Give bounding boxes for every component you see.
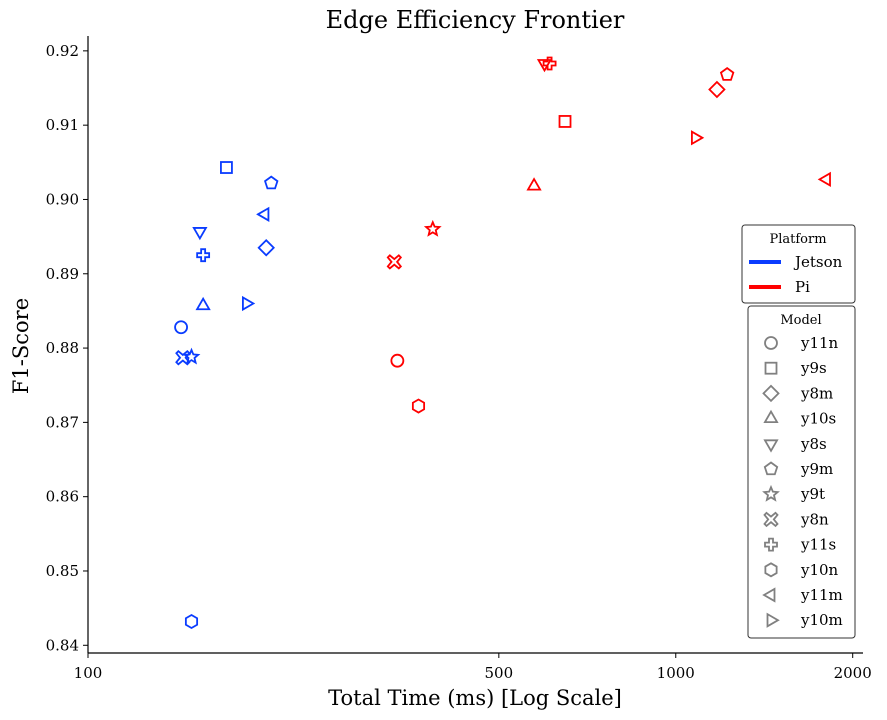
- model-legend-marker-y10m: [766, 612, 780, 628]
- point-jetson-y11m: [256, 206, 270, 222]
- point-pi-y8m: [708, 80, 726, 99]
- point-pi-y9s: [558, 115, 572, 128]
- point-jetson-y9t: [182, 347, 201, 365]
- point-pi-y11s: [542, 56, 557, 71]
- y-ticks: 0.84 0.85 0.86 0.87 0.88 0.89 0.90 0.91 0.92: [46, 42, 88, 654]
- model-legend-label: y8s: [800, 435, 827, 453]
- model-legend-label: y10n: [800, 561, 839, 579]
- point-jetson-y8n: [175, 350, 191, 366]
- model-legend-entries: y11n y9s y8m y10s y8s y9m y9t y8n y11s y10n y11m y1…: [762, 334, 843, 629]
- point-pi-y11m: [817, 171, 831, 188]
- platform-legend-label: Pi: [795, 278, 810, 296]
- x-tick-label: 1000: [657, 664, 695, 682]
- model-legend-label: y11s: [800, 536, 836, 554]
- point-pi-y9m: [719, 67, 735, 81]
- model-legend-marker-y10s: [763, 409, 779, 424]
- model-legend-marker-y10n: [764, 562, 778, 578]
- point-jetson-y8m: [257, 238, 275, 257]
- model-legend-marker-y9s: [764, 361, 778, 375]
- platform-legend: Platform Jetson Pi: [741, 224, 856, 304]
- y-tick-label: 0.89: [46, 265, 79, 283]
- platform-legend-entries: Jetson Pi: [749, 253, 843, 296]
- model-legend-label: y10s: [800, 410, 836, 428]
- data-points: [174, 56, 831, 630]
- y-tick-label: 0.88: [46, 339, 79, 357]
- y-axis-label: F1-Score: [9, 298, 33, 394]
- platform-legend-frame: [741, 224, 856, 304]
- model-legend-marker-y11n: [764, 336, 778, 350]
- point-jetson-y9s: [220, 161, 233, 174]
- y-tick-label: 0.86: [46, 488, 79, 506]
- point-jetson-y11n: [174, 320, 188, 335]
- model-legend: Model y11n y9s y8m y10s y8s y9m y9t y8n y11s y10n…: [747, 305, 856, 639]
- x-axis-label: Total Time (ms) [Log Scale]: [328, 686, 622, 710]
- point-pi-y11n: [390, 353, 405, 368]
- platform-legend-label: Jetson: [793, 253, 843, 271]
- point-pi-y10s: [526, 177, 542, 191]
- model-legend-marker-y9m: [763, 461, 779, 476]
- chart-title: Edge Efficiency Frontier: [326, 6, 625, 34]
- model-legend-label: y8n: [800, 510, 829, 528]
- point-jetson-y10n: [184, 613, 199, 630]
- x-tick-label: 100: [74, 664, 103, 682]
- platform-legend-title: Platform: [769, 232, 826, 247]
- point-pi-y9t: [423, 219, 442, 237]
- point-jetson-y10s: [195, 296, 211, 311]
- y-tick-label: 0.85: [46, 562, 79, 580]
- model-legend-label: y9t: [800, 485, 825, 503]
- y-tick-label: 0.90: [46, 190, 79, 208]
- model-legend-marker-y8m: [762, 384, 780, 403]
- model-legend-marker-y11s: [764, 537, 778, 552]
- point-pi-y10m: [691, 130, 705, 146]
- model-legend-marker-y8n: [763, 511, 779, 528]
- y-tick-label: 0.91: [46, 116, 79, 134]
- model-legend-label: y10m: [800, 611, 843, 629]
- point-jetson-y11s: [196, 248, 211, 263]
- point-jetson-y10m: [242, 295, 256, 312]
- x-ticks: 100 500 1000 2000: [74, 653, 872, 682]
- model-legend-marker-y8s: [763, 439, 779, 453]
- y-tick-label: 0.87: [46, 413, 79, 431]
- model-legend-label: y9m: [800, 460, 833, 478]
- model-legend-label: y8m: [800, 384, 833, 402]
- y-tick-label: 0.92: [46, 42, 79, 60]
- model-legend-label: y11n: [800, 334, 839, 352]
- y-tick-label: 0.84: [46, 636, 79, 654]
- point-jetson-y9m: [264, 175, 279, 190]
- model-legend-label: y11m: [800, 586, 843, 604]
- model-legend-marker-y9t: [762, 484, 780, 502]
- x-tick-label: 500: [485, 664, 514, 682]
- x-tick-label: 2000: [834, 664, 872, 682]
- point-pi-y8n: [386, 254, 403, 270]
- model-legend-label: y9s: [800, 359, 827, 377]
- point-jetson-y8s: [192, 227, 208, 241]
- model-legend-marker-y11m: [762, 587, 776, 603]
- model-legend-title: Model: [780, 313, 821, 328]
- point-pi-y10n: [411, 398, 426, 414]
